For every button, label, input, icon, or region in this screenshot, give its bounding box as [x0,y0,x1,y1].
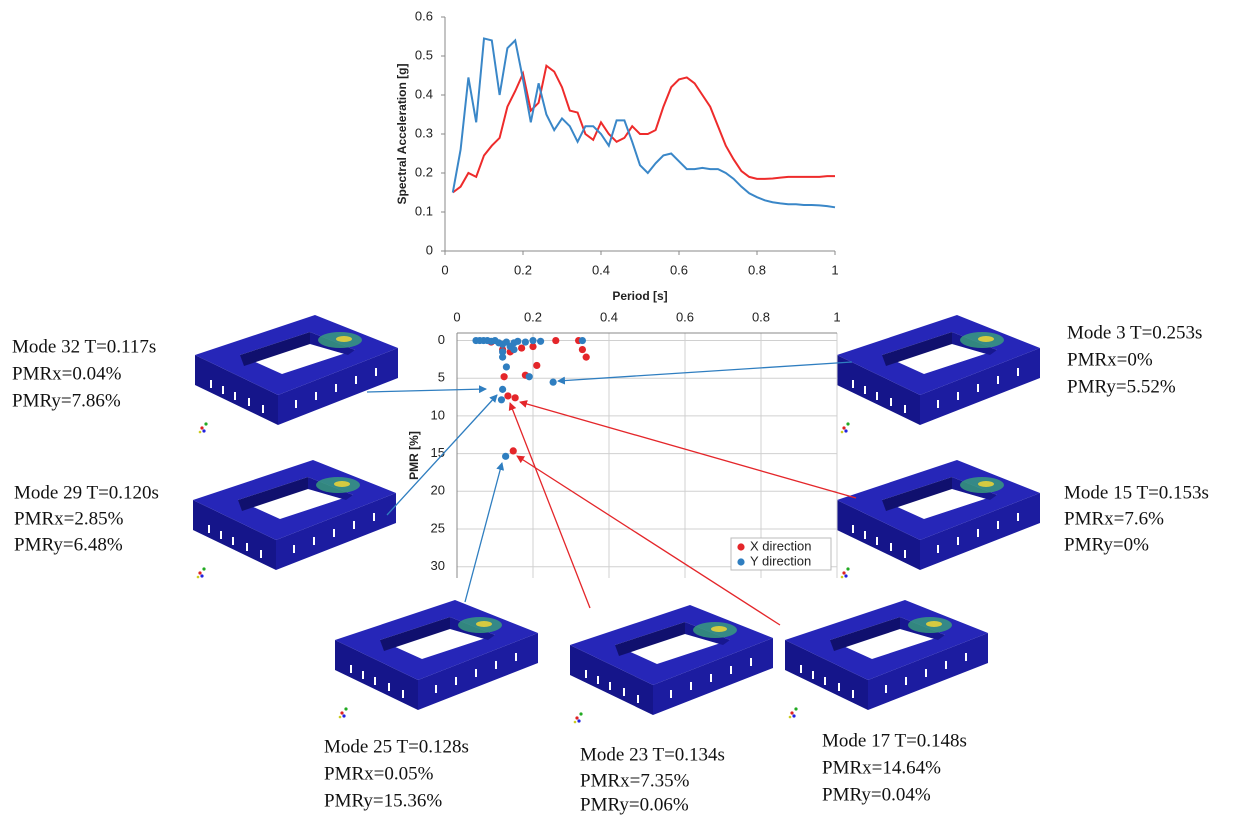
mode-pmrx: PMRx=14.64% [822,757,941,778]
data-point [510,447,517,454]
legend-label: X direction [750,538,811,553]
data-point [579,337,586,344]
mode-pmry: PMRy=15.36% [324,790,442,811]
x-tick-label: 0.8 [752,309,770,324]
mode-pmrx: PMRx=7.6% [1064,508,1164,529]
arrow [510,403,590,608]
y-axis-title: PMR [%] [407,431,421,480]
data-point [510,346,517,353]
y-tick-label: 0.6 [415,8,433,23]
mode-pmry: PMRy=5.52% [1067,376,1176,397]
y-tick-label: 30 [431,558,445,573]
mode-pmrx: PMRx=2.85% [14,508,124,529]
mode-title: Mode 3 T=0.253s [1067,322,1202,343]
figure: 00.20.40.60.8100.10.20.30.40.50.6Period … [0,0,1241,818]
model-render [193,460,396,578]
x-tick-label: 0 [453,309,460,324]
data-point [503,363,510,370]
y-tick-label: 0 [426,242,433,257]
y-tick-label: 0.2 [415,164,433,179]
data-point [512,394,519,401]
model-render [785,600,988,718]
mode-title: Mode 15 T=0.153s [1064,482,1209,503]
data-point [499,386,506,393]
x-tick-label: 0.6 [670,262,688,277]
y-tick-label: 10 [431,407,445,422]
model-render [570,605,773,723]
data-point [522,338,529,345]
mode-pmrx: PMRx=7.35% [580,770,690,791]
mode-title: Mode 32 T=0.117s [12,336,156,357]
data-point [529,337,536,344]
arrow [465,463,502,602]
mode-pmrx: PMRx=0.05% [324,763,434,784]
data-point [498,396,505,403]
data-point [526,373,533,380]
y-tick-label: 0.4 [415,86,433,101]
data-point [502,453,509,460]
mode-pmry: PMRy=0.04% [822,784,931,805]
arrow [367,389,486,392]
y-tick-label: 0.5 [415,47,433,62]
model-render [837,460,1040,578]
x-tick-label: 0.4 [600,309,618,324]
x-tick-label: 0.6 [676,309,694,324]
y-tick-label: 0 [438,332,445,347]
x-tick-label: 0.2 [524,309,542,324]
data-line [453,66,835,193]
mode-pmry: PMRy=6.48% [14,534,123,555]
data-point [504,392,511,399]
x-tick-label: 0 [441,262,448,277]
mode-title: Mode 17 T=0.148s [822,730,967,751]
mode-pmry: PMRy=0.06% [580,794,689,815]
y-tick-label: 20 [431,483,445,498]
data-point [518,344,525,351]
legend-swatch [737,543,744,550]
data-point [533,362,540,369]
x-tick-label: 1 [833,309,840,324]
data-point [550,379,557,386]
x-tick-label: 0.8 [748,262,766,277]
model-renders [193,315,1040,723]
mode-pmrx: PMRx=0% [1067,349,1153,370]
mode-pmry: PMRy=0% [1064,534,1149,555]
data-point [514,338,521,345]
mode-pmry: PMRy=7.86% [12,390,121,411]
legend-swatch [737,558,744,565]
mode-labels: Mode 32 T=0.117s PMRx=0.04% PMRy=7.86% M… [12,322,1209,815]
model-render [335,600,538,718]
data-point [579,346,586,353]
x-axis-title: Period [s] [612,289,667,303]
y-axis-title: Spectral Acceleration [g] [395,64,409,205]
legend-label: Y direction [750,553,811,568]
mode-title: Mode 23 T=0.134s [580,744,725,765]
data-line [453,38,835,207]
mode-title: Mode 25 T=0.128s [324,736,469,757]
mode-pmrx: PMRx=0.04% [12,363,122,384]
model-render [837,315,1040,433]
x-tick-label: 0.4 [592,262,610,277]
data-point [552,337,559,344]
y-tick-label: 15 [431,445,445,460]
x-tick-label: 1 [831,262,838,277]
y-tick-label: 25 [431,520,445,535]
model-render [195,315,398,433]
y-tick-label: 0.1 [415,203,433,218]
x-tick-label: 0.2 [514,262,532,277]
y-tick-label: 5 [438,370,445,385]
data-point [537,338,544,345]
mode-title: Mode 29 T=0.120s [14,482,159,503]
data-point [583,354,590,361]
data-point [501,373,508,380]
data-point [499,354,506,361]
y-tick-label: 0.3 [415,125,433,140]
